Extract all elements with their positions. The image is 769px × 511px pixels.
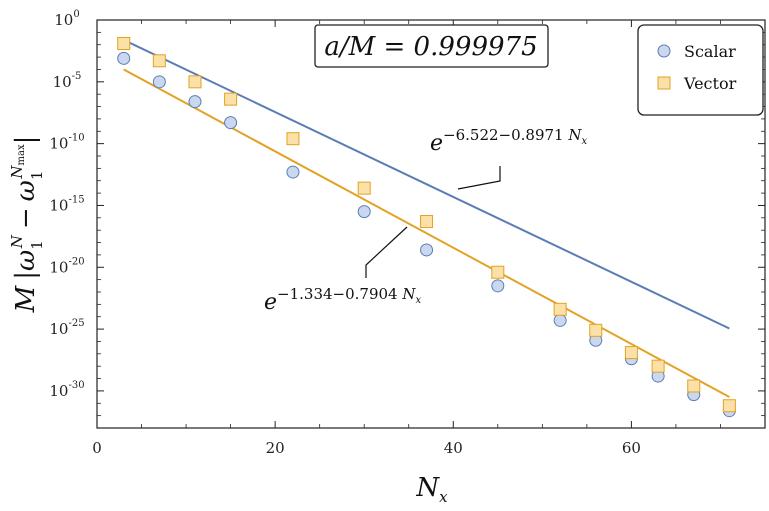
point-scalar: [420, 243, 434, 257]
data-markers: [117, 36, 736, 418]
x-tick-label: 60: [622, 439, 641, 457]
point-vector: [224, 92, 238, 106]
annotation-text: a/M = 0.999975: [324, 32, 537, 62]
x-tick-label: 40: [444, 439, 463, 457]
point-vector: [286, 132, 300, 146]
point-vector: [152, 54, 166, 68]
fit-line-vector: [123, 68, 730, 398]
point-scalar: [117, 51, 131, 65]
point-vector: [553, 302, 567, 316]
y-tick-label: 10-30: [49, 380, 84, 400]
legend-marker-vector: [657, 76, 671, 90]
y-tick-label: 10-20: [49, 256, 84, 276]
x-axis-label: Nx: [415, 473, 448, 506]
point-vector: [491, 265, 505, 279]
point-vector: [420, 215, 434, 229]
x-tick-label: 20: [266, 439, 285, 457]
plot-frame: [96, 19, 766, 429]
fit-line-scalar: [123, 38, 730, 330]
y-tick-label: 10-15: [49, 194, 84, 214]
point-vector: [624, 346, 638, 360]
annotation-box: a/M = 0.999975: [314, 24, 549, 68]
fit-annotation-scalar: e−1.334−0.7904 Nx: [264, 226, 422, 315]
legend-marker-scalar: [657, 44, 671, 58]
point-scalar: [224, 116, 238, 130]
y-tick-label: 10-10: [49, 133, 84, 153]
legend-label-vector: Vector: [683, 74, 737, 93]
axis-ticks: 0 20 40 60 100 10-5 10-10 10-15 10-20 10-25 10-30: [49, 9, 765, 457]
point-scalar: [357, 205, 371, 219]
point-vector: [722, 399, 736, 413]
point-scalar: [553, 313, 567, 327]
point-vector: [687, 379, 701, 393]
svg-text:M|ω1N−ω1Nmax|: M|ω1N−ω1Nmax|: [8, 136, 46, 314]
point-scalar: [152, 75, 166, 89]
x-tick-label: 0: [92, 439, 102, 457]
point-scalar: [286, 165, 300, 179]
y-axis-label: M|ω1N−ω1Nmax|: [8, 136, 46, 314]
point-vector: [651, 359, 665, 373]
point-vector: [117, 36, 131, 50]
point-scalar: [188, 95, 202, 109]
svg-text:e−1.334−0.7904 Nx: e−1.334−0.7904 Nx: [264, 285, 422, 315]
legend: Scalar Vector: [637, 24, 764, 116]
svg-text:e−6.522−0.8971 Nx: e−6.522−0.8971 Nx: [430, 126, 588, 156]
fit-annotation-vector: e−6.522−0.8971 Nx: [430, 126, 588, 190]
y-tick-label: 10-25: [49, 318, 84, 338]
y-tick-label: 100: [54, 9, 79, 29]
point-vector: [589, 323, 603, 337]
y-tick-label: 10-5: [53, 71, 82, 91]
point-vector: [357, 181, 371, 195]
point-scalar: [491, 279, 505, 293]
point-vector: [188, 75, 202, 89]
legend-label-scalar: Scalar: [684, 42, 736, 61]
